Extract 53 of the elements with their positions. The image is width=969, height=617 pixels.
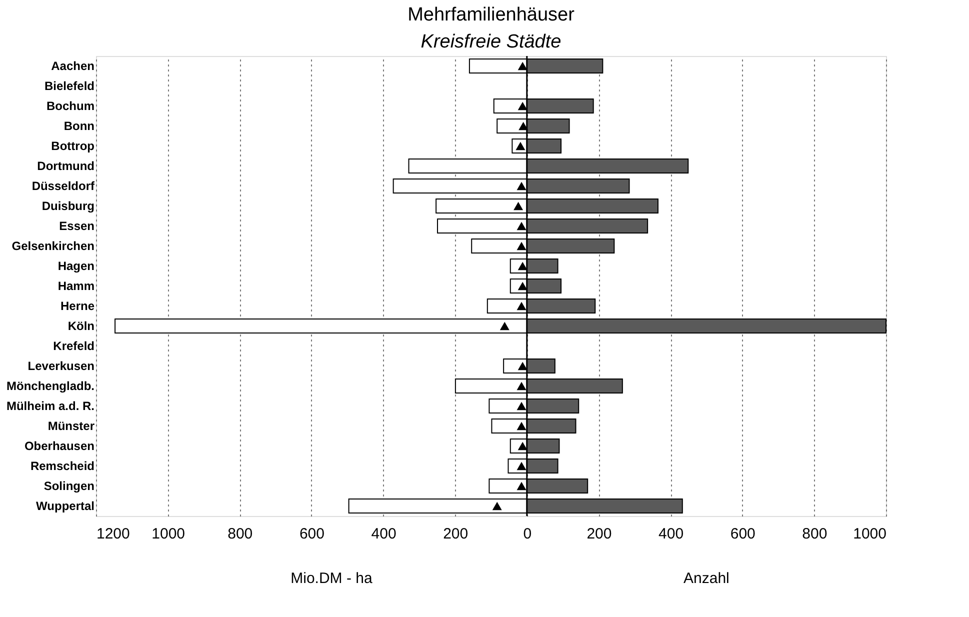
y-tick-label: Gelsenkirchen	[12, 239, 94, 253]
y-tick-label: Mülheim a.d. R.	[6, 399, 94, 413]
y-tick-label: Hagen	[58, 259, 94, 273]
y-tick-label: Mönchengladb.	[6, 379, 94, 393]
x-tick-label: 1200	[96, 526, 130, 542]
text: Anzahl	[684, 570, 730, 587]
x-tick-label: 800	[802, 526, 828, 542]
point	[516, 182, 526, 190]
x-axis-title: Mio.DM - ha	[290, 570, 373, 587]
x-tick-label: 200	[443, 526, 468, 542]
y-tick-label: Solingen	[44, 479, 94, 493]
y-tick-label: Leverkusen	[28, 359, 94, 373]
y-tick-label: Remscheid	[30, 459, 94, 473]
point	[518, 102, 528, 110]
y-tick-label: Dortmund	[37, 159, 94, 173]
point	[516, 222, 526, 230]
x-tick-label: 1000	[152, 526, 186, 542]
x-tick-label: 800	[228, 526, 253, 542]
point	[516, 382, 526, 390]
point	[492, 502, 502, 510]
x-tick-label: 1000	[853, 526, 886, 542]
point	[516, 242, 526, 250]
chart-title: Mehrfamilienhäuser	[408, 4, 576, 26]
y-tick-label: Bielefeld	[44, 79, 94, 93]
point	[518, 362, 528, 370]
y-tick-label: Krefeld	[53, 339, 94, 353]
y-tick-label: Münster	[48, 419, 95, 433]
x-tick-label: 600	[299, 526, 324, 542]
y-tick-label: Herne	[60, 299, 95, 313]
y-tick-label: Düsseldorf	[32, 179, 96, 193]
x-tick-label: 600	[730, 526, 756, 542]
point	[516, 482, 526, 490]
y-tick-label: Wuppertal	[36, 499, 94, 513]
y-tick-label: Hamm	[58, 279, 94, 293]
point	[516, 422, 526, 430]
y-tick-label: Aachen	[51, 59, 94, 73]
y-tick-label: Essen	[59, 219, 94, 233]
point	[518, 62, 528, 70]
point	[516, 402, 526, 410]
x-tick-label: 0	[523, 526, 532, 542]
point	[516, 302, 526, 310]
y-tick-label: Köln	[68, 319, 94, 333]
point	[500, 322, 510, 330]
y-tick-label: Duisburg	[42, 199, 94, 213]
chart-subtitle: Kreisfreie Städte	[420, 31, 562, 52]
y-tick-label: Bottrop	[51, 139, 94, 153]
point	[514, 202, 524, 210]
y-tick-label: Oberhausen	[24, 439, 94, 453]
x-tick-label: 400	[371, 526, 396, 542]
x-tick-label: 200	[586, 526, 612, 542]
y-tick-label: Bonn	[64, 119, 94, 133]
y-tick-label: Bochum	[46, 99, 94, 113]
x-tick-label: 400	[658, 526, 684, 542]
